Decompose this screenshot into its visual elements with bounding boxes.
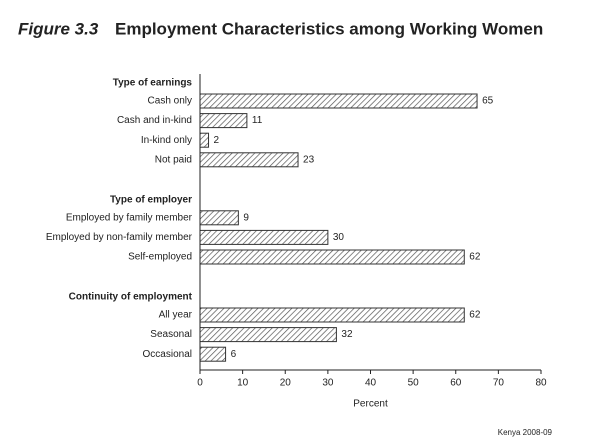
value-label: 2 bbox=[214, 135, 220, 146]
category-label: Employed by non-family member bbox=[46, 232, 193, 243]
x-tick-label: 50 bbox=[408, 378, 420, 389]
chart-title: Employment Characteristics among Working… bbox=[115, 19, 543, 38]
category-label: Occasional bbox=[143, 349, 192, 360]
x-tick-label: 60 bbox=[450, 378, 462, 389]
value-label: 32 bbox=[341, 329, 353, 340]
value-label: 9 bbox=[243, 212, 249, 223]
figure-label: Figure 3.3 bbox=[18, 19, 99, 38]
x-tick-label: 70 bbox=[493, 378, 505, 389]
group-header: Continuity of employment bbox=[69, 292, 193, 303]
category-label: In-kind only bbox=[141, 135, 192, 146]
x-tick-label: 0 bbox=[197, 378, 203, 389]
x-tick-label: 20 bbox=[280, 378, 292, 389]
bar bbox=[199, 93, 478, 109]
bar bbox=[199, 229, 329, 245]
bar bbox=[199, 249, 465, 265]
bar bbox=[199, 327, 337, 343]
bar bbox=[199, 346, 227, 362]
category-label: Employed by family member bbox=[66, 212, 193, 223]
bar bbox=[199, 210, 239, 226]
bar bbox=[199, 152, 299, 168]
group-header: Type of earnings bbox=[113, 78, 193, 89]
value-label: 11 bbox=[252, 115, 263, 126]
category-label: Cash and in-kind bbox=[117, 115, 192, 126]
category-label: Seasonal bbox=[150, 329, 192, 340]
bar bbox=[199, 113, 248, 129]
category-label: Not paid bbox=[155, 154, 192, 165]
value-label: 62 bbox=[469, 310, 481, 321]
x-axis-label: Percent bbox=[353, 399, 388, 410]
x-tick-label: 40 bbox=[365, 378, 377, 389]
value-label: 6 bbox=[231, 349, 237, 360]
bar bbox=[199, 132, 210, 148]
value-label: 62 bbox=[469, 252, 481, 263]
x-tick-label: 80 bbox=[535, 378, 547, 389]
source-note: Kenya 2008-09 bbox=[498, 428, 553, 437]
category-label: Cash only bbox=[148, 96, 192, 107]
value-label: 65 bbox=[482, 96, 494, 107]
category-label: All year bbox=[159, 310, 193, 321]
bar bbox=[199, 307, 465, 323]
group-header: Type of employer bbox=[110, 194, 192, 205]
x-tick-label: 30 bbox=[322, 378, 334, 389]
category-label: Self-employed bbox=[128, 252, 192, 263]
value-label: 30 bbox=[333, 232, 345, 243]
value-label: 23 bbox=[303, 154, 315, 165]
x-tick-label: 10 bbox=[237, 378, 249, 389]
